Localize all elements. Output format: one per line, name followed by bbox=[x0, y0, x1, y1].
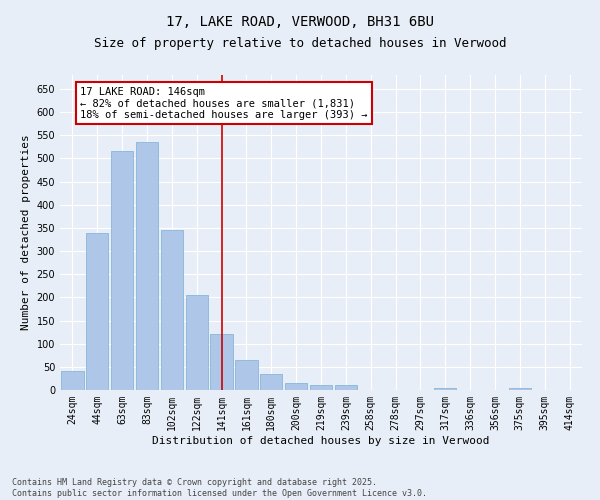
Bar bbox=[136, 142, 158, 390]
Text: Size of property relative to detached houses in Verwood: Size of property relative to detached ho… bbox=[94, 38, 506, 51]
Bar bbox=[61, 372, 83, 390]
Text: 17, LAKE ROAD, VERWOOD, BH31 6BU: 17, LAKE ROAD, VERWOOD, BH31 6BU bbox=[166, 15, 434, 29]
Text: 17 LAKE ROAD: 146sqm
← 82% of detached houses are smaller (1,831)
18% of semi-de: 17 LAKE ROAD: 146sqm ← 82% of detached h… bbox=[80, 86, 367, 120]
Text: Contains HM Land Registry data © Crown copyright and database right 2025.
Contai: Contains HM Land Registry data © Crown c… bbox=[12, 478, 427, 498]
Bar bbox=[285, 383, 307, 390]
Bar bbox=[86, 232, 109, 390]
Bar bbox=[185, 295, 208, 390]
Bar bbox=[310, 386, 332, 390]
Bar bbox=[111, 152, 133, 390]
Bar bbox=[260, 374, 283, 390]
Y-axis label: Number of detached properties: Number of detached properties bbox=[21, 134, 31, 330]
Bar bbox=[211, 334, 233, 390]
Bar bbox=[235, 360, 257, 390]
Bar bbox=[434, 388, 457, 390]
Bar bbox=[509, 388, 531, 390]
X-axis label: Distribution of detached houses by size in Verwood: Distribution of detached houses by size … bbox=[152, 436, 490, 446]
Bar bbox=[161, 230, 183, 390]
Bar bbox=[335, 386, 357, 390]
